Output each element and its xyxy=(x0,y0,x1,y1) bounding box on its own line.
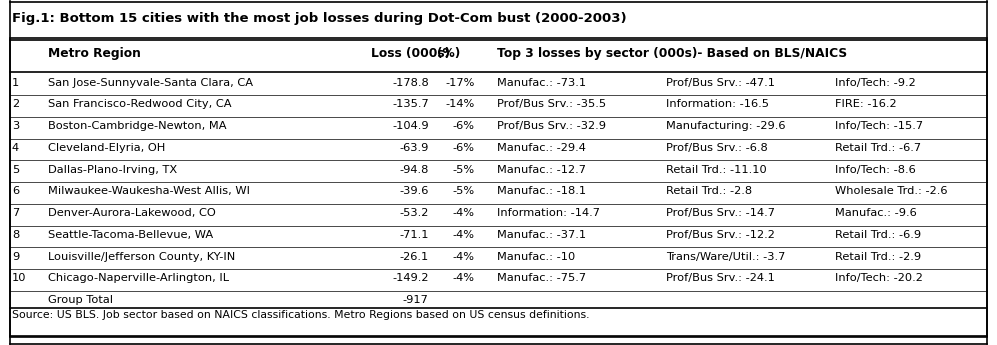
Text: Manufac.: -37.1: Manufac.: -37.1 xyxy=(497,230,585,240)
Text: 6: 6 xyxy=(12,186,19,196)
Text: 1: 1 xyxy=(12,78,19,88)
Text: Prof/Bus Srv.: -24.1: Prof/Bus Srv.: -24.1 xyxy=(666,273,775,283)
Text: Prof/Bus Srv.: -12.2: Prof/Bus Srv.: -12.2 xyxy=(666,230,775,240)
Text: Manufac.: -10: Manufac.: -10 xyxy=(497,252,574,262)
Text: Info/Tech: -9.2: Info/Tech: -9.2 xyxy=(835,78,916,88)
Text: -71.1: -71.1 xyxy=(399,230,429,240)
Text: Chicago-Naperville-Arlington, IL: Chicago-Naperville-Arlington, IL xyxy=(48,273,229,283)
Text: 9: 9 xyxy=(12,252,19,262)
Text: Cleveland-Elyria, OH: Cleveland-Elyria, OH xyxy=(48,143,166,153)
Text: Manufac.: -18.1: Manufac.: -18.1 xyxy=(497,186,585,196)
Text: Retail Trd.: -6.9: Retail Trd.: -6.9 xyxy=(835,230,921,240)
Bar xyxy=(10,38,987,337)
Text: -63.9: -63.9 xyxy=(400,143,429,153)
Text: Manufac.: -73.1: Manufac.: -73.1 xyxy=(497,78,585,88)
Text: Prof/Bus Srv.: -32.9: Prof/Bus Srv.: -32.9 xyxy=(497,121,605,131)
Text: -5%: -5% xyxy=(453,186,475,196)
Text: -26.1: -26.1 xyxy=(400,252,429,262)
Text: Prof/Bus Srv.: -35.5: Prof/Bus Srv.: -35.5 xyxy=(497,99,605,109)
Text: Seattle-Tacoma-Bellevue, WA: Seattle-Tacoma-Bellevue, WA xyxy=(48,230,213,240)
Text: Manufacturing: -29.6: Manufacturing: -29.6 xyxy=(666,121,786,131)
Text: Manufac.: -12.7: Manufac.: -12.7 xyxy=(497,165,585,175)
Text: -39.6: -39.6 xyxy=(400,186,429,196)
Text: -4%: -4% xyxy=(453,208,475,218)
Text: Retail Trd.: -2.9: Retail Trd.: -2.9 xyxy=(835,252,921,262)
Text: Trans/Ware/Util.: -3.7: Trans/Ware/Util.: -3.7 xyxy=(666,252,786,262)
Text: Metro Region: Metro Region xyxy=(48,47,141,60)
Text: 2: 2 xyxy=(12,99,19,109)
Text: (%): (%) xyxy=(437,47,460,60)
Text: -149.2: -149.2 xyxy=(392,273,429,283)
Text: -5%: -5% xyxy=(453,165,475,175)
Text: 8: 8 xyxy=(12,230,19,240)
Text: Prof/Bus Srv.: -14.7: Prof/Bus Srv.: -14.7 xyxy=(666,208,775,218)
Text: Dallas-Plano-Irving, TX: Dallas-Plano-Irving, TX xyxy=(48,165,177,175)
Text: Info/Tech: -15.7: Info/Tech: -15.7 xyxy=(835,121,923,131)
Text: Retail Trd.: -11.10: Retail Trd.: -11.10 xyxy=(666,165,767,175)
Text: -17%: -17% xyxy=(446,78,475,88)
Text: -94.8: -94.8 xyxy=(400,165,429,175)
Text: Source: US BLS. Job sector based on NAICS classifications. Metro Regions based o: Source: US BLS. Job sector based on NAIC… xyxy=(12,310,589,320)
Text: Wholesale Trd.: -2.6: Wholesale Trd.: -2.6 xyxy=(835,186,948,196)
Text: Manufac.: -29.4: Manufac.: -29.4 xyxy=(497,143,585,153)
Text: Information: -16.5: Information: -16.5 xyxy=(666,99,769,109)
Text: Prof/Bus Srv.: -47.1: Prof/Bus Srv.: -47.1 xyxy=(666,78,775,88)
Text: Milwaukee-Waukesha-West Allis, WI: Milwaukee-Waukesha-West Allis, WI xyxy=(48,186,250,196)
Text: Retail Trd.: -2.8: Retail Trd.: -2.8 xyxy=(666,186,752,196)
Text: Manufac.: -9.6: Manufac.: -9.6 xyxy=(835,208,917,218)
Text: -4%: -4% xyxy=(453,252,475,262)
Text: Top 3 losses by sector (000s)- Based on BLS/NAICS: Top 3 losses by sector (000s)- Based on … xyxy=(497,47,846,60)
Text: Louisville/Jefferson County, KY-IN: Louisville/Jefferson County, KY-IN xyxy=(48,252,235,262)
Text: -14%: -14% xyxy=(446,99,475,109)
Text: San Jose-Sunnyvale-Santa Clara, CA: San Jose-Sunnyvale-Santa Clara, CA xyxy=(48,78,253,88)
Text: Loss (000s): Loss (000s) xyxy=(371,47,450,60)
Text: FIRE: -16.2: FIRE: -16.2 xyxy=(835,99,897,109)
Text: -135.7: -135.7 xyxy=(392,99,429,109)
Text: -53.2: -53.2 xyxy=(400,208,429,218)
Text: -178.8: -178.8 xyxy=(392,78,429,88)
Text: -104.9: -104.9 xyxy=(392,121,429,131)
Text: 4: 4 xyxy=(12,143,19,153)
Text: -4%: -4% xyxy=(453,230,475,240)
Text: Prof/Bus Srv.: -6.8: Prof/Bus Srv.: -6.8 xyxy=(666,143,768,153)
Text: Group Total: Group Total xyxy=(48,295,113,305)
Text: -6%: -6% xyxy=(453,121,475,131)
Text: Fig.1: Bottom 15 cities with the most job losses during Dot-Com bust (2000-2003): Fig.1: Bottom 15 cities with the most jo… xyxy=(12,12,626,25)
Text: -6%: -6% xyxy=(453,143,475,153)
Text: -4%: -4% xyxy=(453,273,475,283)
Text: Manufac.: -75.7: Manufac.: -75.7 xyxy=(497,273,585,283)
Text: Information: -14.7: Information: -14.7 xyxy=(497,208,599,218)
Text: 3: 3 xyxy=(12,121,19,131)
Text: 7: 7 xyxy=(12,208,19,218)
Text: Boston-Cambridge-Newton, MA: Boston-Cambridge-Newton, MA xyxy=(48,121,226,131)
Text: Denver-Aurora-Lakewood, CO: Denver-Aurora-Lakewood, CO xyxy=(48,208,215,218)
Text: 5: 5 xyxy=(12,165,19,175)
Text: San Francisco-Redwood City, CA: San Francisco-Redwood City, CA xyxy=(48,99,231,109)
Text: Info/Tech: -20.2: Info/Tech: -20.2 xyxy=(835,273,923,283)
Text: Info/Tech: -8.6: Info/Tech: -8.6 xyxy=(835,165,916,175)
Text: -917: -917 xyxy=(403,295,429,305)
Text: Retail Trd.: -6.7: Retail Trd.: -6.7 xyxy=(835,143,921,153)
Text: 10: 10 xyxy=(12,273,27,283)
